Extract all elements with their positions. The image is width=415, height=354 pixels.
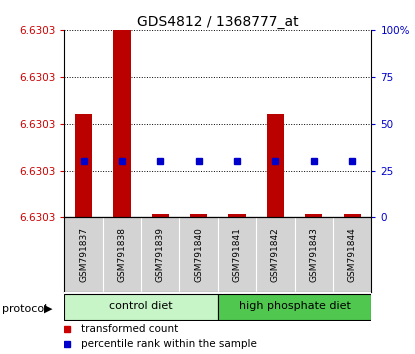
Text: GSM791842: GSM791842 <box>271 227 280 282</box>
Bar <box>75 114 92 217</box>
Text: transformed count: transformed count <box>81 325 178 335</box>
Text: GSM791839: GSM791839 <box>156 227 165 282</box>
Text: GSM791844: GSM791844 <box>348 227 357 282</box>
Text: GSM791841: GSM791841 <box>232 227 242 282</box>
Text: protocol: protocol <box>2 304 47 314</box>
Text: GSM791840: GSM791840 <box>194 227 203 282</box>
Bar <box>190 213 208 217</box>
Bar <box>218 294 371 320</box>
Text: GSM791843: GSM791843 <box>309 227 318 282</box>
Text: GSM791837: GSM791837 <box>79 227 88 282</box>
Bar <box>113 30 131 217</box>
Bar <box>228 213 246 217</box>
Title: GDS4812 / 1368777_at: GDS4812 / 1368777_at <box>137 15 299 29</box>
Text: GSM791838: GSM791838 <box>117 227 127 282</box>
Bar <box>64 294 218 320</box>
Bar <box>151 213 169 217</box>
Bar <box>344 213 361 217</box>
Text: ▶: ▶ <box>44 304 52 314</box>
Text: percentile rank within the sample: percentile rank within the sample <box>81 339 257 349</box>
Text: control diet: control diet <box>109 301 173 311</box>
Bar <box>305 213 322 217</box>
Text: high phosphate diet: high phosphate diet <box>239 301 351 311</box>
Bar <box>267 114 284 217</box>
